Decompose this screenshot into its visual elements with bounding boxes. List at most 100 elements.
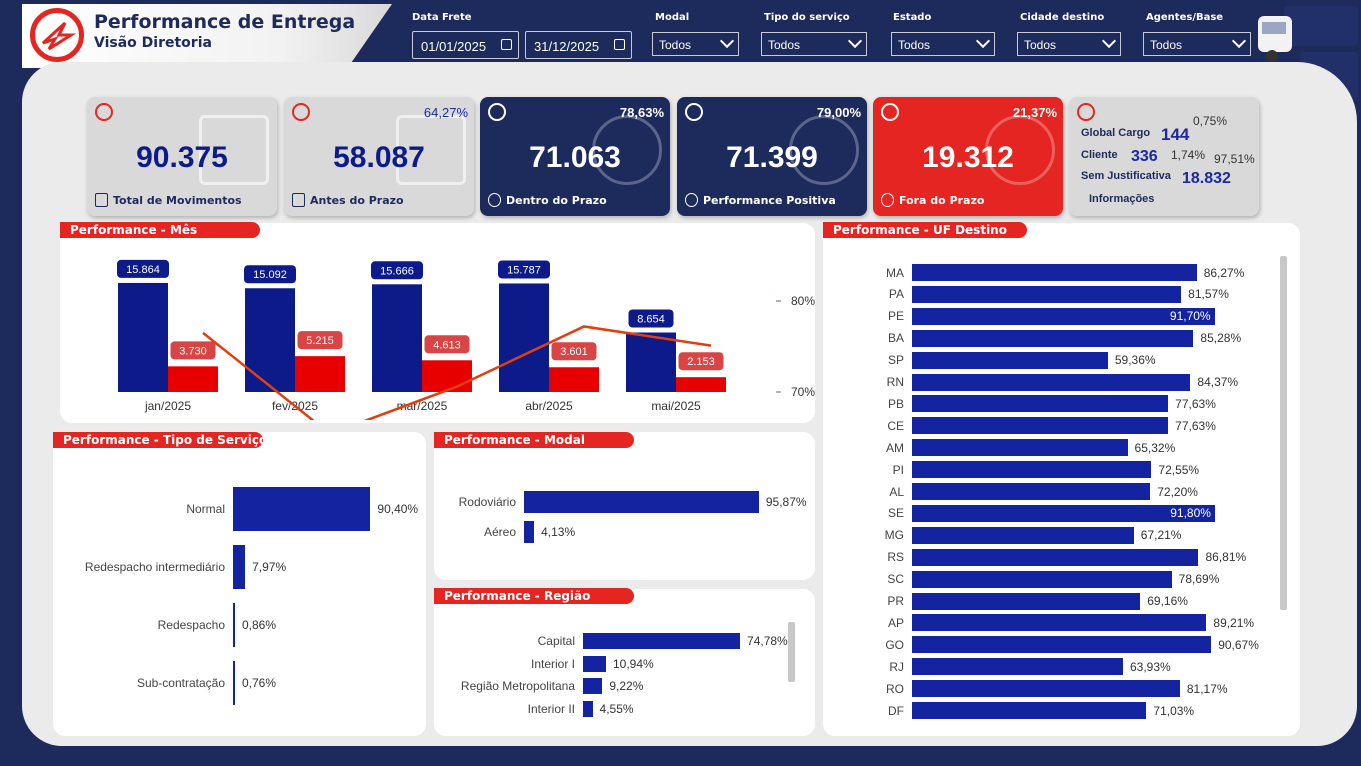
kpi-percentage: 79,00% bbox=[816, 105, 861, 120]
date-end-value: 31/12/2025 bbox=[534, 39, 600, 54]
data-label: 4,13% bbox=[541, 525, 576, 539]
panel-title-regiao: Performance - Região bbox=[434, 588, 634, 604]
bar[interactable] bbox=[912, 395, 1169, 413]
bar[interactable] bbox=[912, 285, 1182, 303]
calendar-icon[interactable] bbox=[614, 39, 625, 50]
date-end-input[interactable]: 31/12/2025 bbox=[525, 31, 632, 59]
category-label: Redespacho intermediário bbox=[84, 560, 225, 574]
document-icon bbox=[199, 115, 269, 185]
bar-series-2 bbox=[168, 366, 218, 392]
document-icon bbox=[95, 193, 108, 207]
page-subtitle: Visão Diretoria bbox=[94, 35, 212, 51]
bar[interactable] bbox=[912, 461, 1152, 479]
bar[interactable] bbox=[912, 702, 1147, 719]
bar[interactable] bbox=[912, 504, 1215, 522]
bar-series-2 bbox=[295, 356, 345, 392]
kpi-value: 90.375 bbox=[136, 141, 228, 174]
data-label: 77,63% bbox=[1175, 396, 1216, 411]
chevron-down-icon bbox=[975, 33, 991, 49]
bar[interactable] bbox=[912, 526, 1134, 544]
data-label: 91,80% bbox=[1170, 506, 1211, 521]
bar[interactable] bbox=[912, 614, 1207, 632]
bar[interactable] bbox=[912, 351, 1108, 369]
panel-title-tipo-servico: Performance - Tipo de Serviço bbox=[53, 432, 267, 448]
sem-justificativa-pct: 97,51% bbox=[1214, 152, 1255, 166]
category-label: PA bbox=[888, 287, 904, 302]
bar[interactable] bbox=[583, 700, 593, 717]
chart-performance-mes: 15.8643.730jan/202515.0925.215fev/202515… bbox=[117, 259, 815, 420]
bar[interactable] bbox=[233, 603, 235, 647]
company-logo bbox=[30, 8, 84, 62]
agentes-select-value: Todos bbox=[1150, 38, 1183, 52]
kpi-performance-positiva[interactable]: 79,00% 71.399 Performance Positiva bbox=[677, 97, 867, 216]
kpi-informacoes[interactable]: Global Cargo 144 0,75% Cliente 336 1,74%… bbox=[1069, 97, 1259, 216]
tipo-servico-select-value: Todos bbox=[768, 38, 801, 52]
category-label: Redespacho bbox=[157, 618, 225, 632]
data-label: 3.730 bbox=[179, 345, 207, 357]
data-label: 72,55% bbox=[1158, 462, 1200, 477]
chevron-down-icon bbox=[1101, 33, 1117, 49]
category-label: CE bbox=[887, 418, 904, 433]
tipo-servico-select[interactable]: Todos bbox=[761, 32, 867, 56]
kpi-fora-do-prazo[interactable]: 21,37% 19.312 Fora do Prazo bbox=[873, 97, 1063, 216]
calendar-icon[interactable] bbox=[501, 39, 512, 50]
bar-series-2 bbox=[676, 377, 726, 392]
cidade-select[interactable]: Todos bbox=[1017, 32, 1121, 56]
data-label: 15.787 bbox=[507, 264, 541, 276]
data-label: 90,67% bbox=[1218, 637, 1259, 652]
bar[interactable] bbox=[233, 661, 235, 705]
bar[interactable] bbox=[583, 633, 741, 649]
kpi-antes-do-prazo[interactable]: 64,27% 58.087 Antes do Prazo bbox=[284, 97, 474, 216]
agentes-select[interactable]: Todos bbox=[1143, 32, 1251, 56]
bar[interactable] bbox=[912, 636, 1212, 654]
cidade-filter-label: Cidade destino bbox=[1020, 12, 1105, 23]
bar[interactable] bbox=[524, 521, 535, 543]
kpi-total-movimentos[interactable]: 90.375 Total de Movimentos bbox=[87, 97, 277, 216]
category-label: RO bbox=[886, 681, 904, 696]
bar[interactable] bbox=[912, 548, 1199, 566]
bar[interactable] bbox=[912, 592, 1141, 610]
bar-series-1 bbox=[499, 283, 549, 392]
category-label: Normal bbox=[186, 502, 225, 516]
data-label: 86,81% bbox=[1205, 550, 1247, 565]
bar[interactable] bbox=[912, 570, 1172, 588]
bar[interactable] bbox=[583, 678, 603, 694]
logo-icon bbox=[685, 103, 703, 121]
bar[interactable] bbox=[912, 264, 1197, 281]
chevron-down-icon bbox=[719, 33, 735, 49]
bar[interactable] bbox=[912, 658, 1123, 676]
category-label: AL bbox=[889, 484, 904, 499]
bar[interactable] bbox=[912, 329, 1194, 347]
bar[interactable] bbox=[233, 487, 371, 531]
kpi-dentro-do-prazo[interactable]: 78,63% 71.063 Dentro do Prazo bbox=[480, 97, 670, 216]
category-label: RS bbox=[887, 550, 904, 565]
checkmark-icon bbox=[592, 115, 662, 185]
kpi-value: 71.399 bbox=[726, 141, 818, 174]
bar[interactable] bbox=[524, 491, 759, 513]
kpi-percentage: 21,37% bbox=[1012, 105, 1057, 120]
regiao-scrollbar[interactable] bbox=[788, 622, 795, 682]
bar[interactable] bbox=[912, 483, 1151, 500]
bar[interactable] bbox=[912, 680, 1180, 698]
estado-select[interactable]: Todos bbox=[891, 32, 995, 56]
category-label: PR bbox=[887, 594, 904, 608]
check-circle-icon bbox=[488, 193, 501, 207]
chevron-down-icon bbox=[1231, 33, 1247, 49]
bar[interactable] bbox=[912, 307, 1215, 325]
bar-series-1 bbox=[626, 332, 676, 392]
bar[interactable] bbox=[912, 417, 1169, 435]
bar[interactable] bbox=[912, 439, 1128, 457]
close-circle-icon bbox=[881, 193, 894, 207]
bar[interactable] bbox=[583, 655, 606, 672]
modal-select[interactable]: Todos bbox=[652, 32, 739, 56]
category-label: Aéreo bbox=[483, 525, 516, 539]
data-label: 84,37% bbox=[1197, 375, 1239, 389]
y2-tick-label: 80% bbox=[791, 294, 815, 308]
bar[interactable] bbox=[912, 373, 1191, 391]
performance-line bbox=[202, 325, 712, 420]
global-cargo-label: Global Cargo bbox=[1081, 127, 1151, 139]
category-label: PB bbox=[887, 396, 904, 411]
bar[interactable] bbox=[233, 545, 246, 589]
date-start-input[interactable]: 01/01/2025 bbox=[412, 31, 519, 59]
uf-scrollbar[interactable] bbox=[1280, 256, 1287, 610]
